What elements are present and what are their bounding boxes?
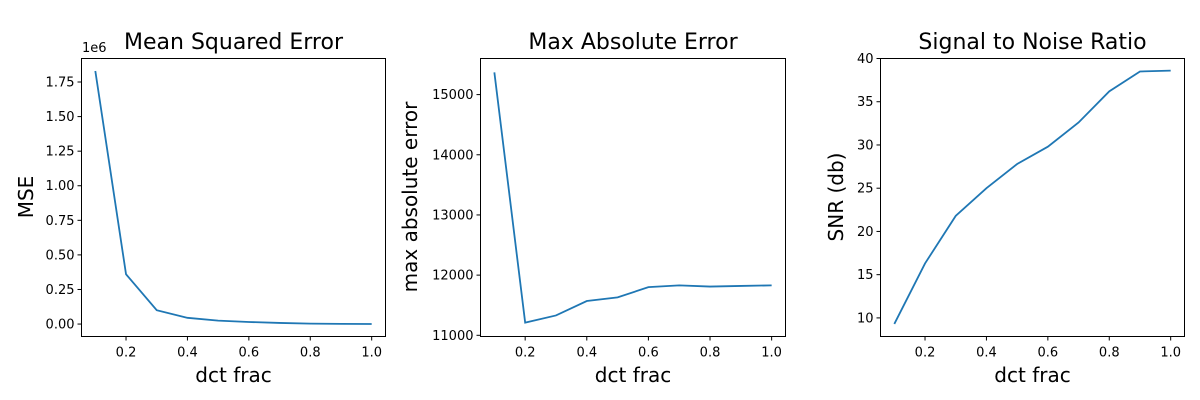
y-tick-label: 15000 xyxy=(432,88,473,103)
y-tick-label: 0.25 xyxy=(46,283,75,298)
chart-panel-snr: Signal to Noise Ratio 10 15 20 25 30 35 40 0.2… xyxy=(824,30,1185,387)
x-tick-label: 0.4 xyxy=(976,346,997,361)
x-tick-label: 0.2 xyxy=(116,346,137,361)
x-axis-label: dct frac xyxy=(994,363,1070,387)
y-tick-label: 14000 xyxy=(432,148,473,163)
x-tick-label: 0.2 xyxy=(515,346,536,361)
x-axis-label: dct frac xyxy=(595,363,671,387)
y-tick-label: 10 xyxy=(857,311,874,326)
x-tick-label: 1.0 xyxy=(361,346,382,361)
y-axis-label: max absolute error xyxy=(398,101,422,292)
y-tick-label: 1.50 xyxy=(46,110,75,125)
x-tick-label: 0.6 xyxy=(1038,346,1059,361)
y-tick-label: 30 xyxy=(857,138,874,153)
y-tick-label: 0.75 xyxy=(46,214,75,229)
x-tick-label: 0.8 xyxy=(300,346,321,361)
series-line-mse xyxy=(94,70,372,325)
y-tick-label: 13000 xyxy=(432,208,473,223)
y-tick-label: 12000 xyxy=(432,269,473,284)
y-tick-label: 0.50 xyxy=(46,248,75,263)
y-tick-label: 1.25 xyxy=(46,145,75,160)
x-tick-label: 0.8 xyxy=(1099,346,1120,361)
x-axis-label: dct frac xyxy=(195,363,271,387)
x-tick-label: 0.4 xyxy=(177,346,198,361)
y-tick-label: 20 xyxy=(857,225,874,240)
chart-panel-mse: Mean Squared Error 1e6 0.00 0.25 0.50 0.75 1… xyxy=(14,30,386,387)
y-tick-label: 40 xyxy=(857,52,874,67)
plot-frame xyxy=(880,58,1185,337)
y-tick-label: 0.00 xyxy=(46,318,75,333)
chart-title: Mean Squared Error xyxy=(124,30,344,55)
y-tick-label: 35 xyxy=(857,95,874,110)
x-tick-label: 0.6 xyxy=(638,346,659,361)
x-tick-label: 1.0 xyxy=(1160,346,1181,361)
x-tick-label: 0.4 xyxy=(576,346,597,361)
x-tick-label: 1.0 xyxy=(761,346,782,361)
series-line-snr xyxy=(893,69,1171,325)
y-tick-label: 11000 xyxy=(432,329,473,344)
chart-title: Signal to Noise Ratio xyxy=(918,30,1146,55)
plot-frame xyxy=(480,58,786,337)
y-tick-label: 25 xyxy=(857,182,874,197)
y-offset-text: 1e6 xyxy=(82,41,107,56)
chart-panel-max-abs-error: Max Absolute Error 11000 12000 13000 14000 1… xyxy=(398,30,786,387)
y-axis-label: SNR (db) xyxy=(824,153,848,242)
y-tick-label: 1.75 xyxy=(46,76,75,91)
x-tick-label: 0.6 xyxy=(239,346,260,361)
x-tick-label: 0.2 xyxy=(915,346,936,361)
series-line-max-abs-error xyxy=(493,72,772,324)
y-tick-label: 1.00 xyxy=(46,179,75,194)
chart-title: Max Absolute Error xyxy=(528,30,738,55)
y-tick-label: 15 xyxy=(857,268,874,283)
plot-frame xyxy=(81,58,386,337)
x-tick-label: 0.8 xyxy=(700,346,721,361)
y-axis-label: MSE xyxy=(14,176,38,219)
